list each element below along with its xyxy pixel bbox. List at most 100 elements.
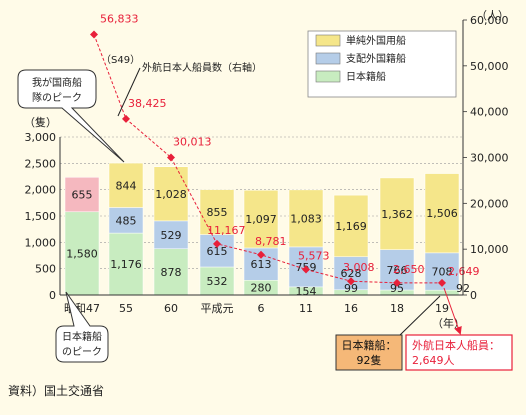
line-point bbox=[90, 30, 98, 39]
peak-fleet-bubble bbox=[17, 69, 125, 163]
ships-box-title: 日本籍船： bbox=[342, 338, 397, 352]
bar-value-label: 1,169 bbox=[335, 220, 367, 233]
line-first-sublabel: （S49） bbox=[101, 54, 140, 66]
line-point bbox=[213, 239, 221, 248]
line-point bbox=[438, 278, 446, 287]
line-value-label: 30,013 bbox=[173, 135, 212, 148]
right-tick-label: 60,000 bbox=[470, 14, 509, 27]
peak-japanese-bubble bbox=[55, 291, 109, 363]
left-tick-label: 1,000 bbox=[25, 236, 57, 249]
left-tick-label: 500 bbox=[35, 263, 56, 276]
line-point bbox=[347, 277, 355, 286]
line-value-label: 11,167 bbox=[207, 224, 246, 237]
bar-segment bbox=[108, 162, 144, 208]
right-tick-label: 0 bbox=[470, 289, 477, 302]
crew-box-title: 外航日本人船員： bbox=[412, 338, 500, 352]
bar-segment bbox=[153, 220, 189, 250]
callout-layer: 外航日本人船員数（右軸）我が国商船隊のピーク日本籍船のピーク日本籍船：92隻外航… bbox=[8, 61, 513, 398]
bar-value-label: 655 bbox=[72, 189, 93, 202]
right-tick-label: 50,000 bbox=[470, 60, 509, 73]
bar-segment bbox=[379, 177, 415, 250]
bar-value-label: 1,580 bbox=[66, 247, 98, 260]
line-value-label: 2,649 bbox=[448, 265, 480, 278]
right-tick-label: 20,000 bbox=[470, 197, 509, 210]
x-tick-label: 平成元 bbox=[201, 302, 234, 315]
line-point bbox=[122, 114, 130, 123]
x-tick-label: 19 bbox=[435, 302, 449, 315]
bar-value-label: 708 bbox=[432, 266, 453, 279]
x-tick-label: 18 bbox=[390, 302, 404, 315]
bar-value-label: 844 bbox=[116, 179, 137, 192]
bar-value-label: 766 bbox=[387, 264, 408, 277]
legend-swatch bbox=[315, 34, 341, 47]
crew-box bbox=[405, 334, 513, 371]
bar-value-label: 95 bbox=[390, 282, 404, 295]
right-tick-label: 10,000 bbox=[470, 243, 509, 256]
legend-swatch bbox=[315, 52, 341, 65]
crew-box-pointer bbox=[443, 287, 462, 335]
line-value-label: 5,573 bbox=[298, 249, 330, 262]
line-value-label: 38,425 bbox=[128, 97, 167, 110]
bar-value-label: 1,176 bbox=[110, 258, 142, 271]
x-tick-label: 60 bbox=[164, 302, 178, 315]
legend-swatch bbox=[315, 70, 341, 83]
line-value-label: 2,650 bbox=[393, 263, 425, 276]
x-tick-label: 55 bbox=[119, 302, 133, 315]
x-tick-label: 16 bbox=[344, 302, 358, 315]
bar-value-label: 280 bbox=[251, 282, 272, 295]
bar-segment bbox=[153, 166, 189, 222]
line-series-pointer bbox=[117, 67, 141, 117]
left-tick-label: 1,500 bbox=[25, 210, 57, 223]
bar-value-label: 1,506 bbox=[426, 207, 458, 220]
bar-value-label: 855 bbox=[207, 206, 228, 219]
bar-value-label: 1,028 bbox=[155, 188, 187, 201]
bar-value-label: 99 bbox=[344, 282, 358, 295]
x-tick-label: 11 bbox=[299, 302, 313, 315]
bar-value-label: 529 bbox=[161, 229, 182, 242]
peak-fleet-text-1: 我が国商船 bbox=[32, 76, 82, 89]
line-value-label: 3,008 bbox=[343, 261, 375, 274]
bar-value-label: 485 bbox=[116, 214, 137, 227]
source-note: 資料）国土交通省 bbox=[8, 383, 104, 398]
bar-segment bbox=[424, 289, 460, 296]
bars-layer: 1,580 655 1,176 485 844 878 529 1,028 532 615 855 2… bbox=[64, 162, 470, 298]
bar-segment bbox=[153, 248, 189, 296]
legend-label: 単純外国用船 bbox=[346, 34, 406, 47]
left-tick-label: 2,000 bbox=[25, 184, 57, 197]
ships-box-value: 92隻 bbox=[357, 353, 382, 367]
peak-japanese-text-1: 日本籍船 bbox=[62, 330, 102, 343]
line-value-label: 8,781 bbox=[255, 235, 287, 248]
bar-value-label: 613 bbox=[251, 258, 272, 271]
left-axis-unit: （隻） bbox=[24, 115, 57, 129]
left-tick-label: 3,000 bbox=[25, 131, 57, 144]
right-axis-unit: （人） bbox=[476, 9, 509, 22]
bar-segment bbox=[199, 189, 235, 235]
legend-label: 日本籍船 bbox=[346, 70, 386, 83]
x-axis-unit: （年） bbox=[432, 316, 465, 330]
bar-segment bbox=[64, 211, 100, 296]
line-point bbox=[302, 265, 310, 274]
line-value-label: 56,833 bbox=[100, 13, 139, 26]
bar-value-label: 1,097 bbox=[245, 213, 277, 226]
bar-segment bbox=[333, 194, 369, 257]
ships-box-pointer bbox=[399, 295, 441, 336]
crew-box-value: 2,649人 bbox=[412, 354, 455, 367]
bar-value-label: 1,083 bbox=[290, 212, 322, 225]
bar-value-label: 1,362 bbox=[381, 208, 413, 221]
bar-segment bbox=[288, 189, 324, 248]
legend-label: 支配外国籍船 bbox=[346, 52, 406, 65]
bar-segment bbox=[108, 232, 144, 296]
line-point bbox=[257, 250, 265, 259]
line-series-layer: 56,833 38,425 30,013 11,167 8,781 5,573 3,008 2… bbox=[90, 13, 480, 287]
left-tick-label: 2,500 bbox=[25, 157, 57, 170]
right-tick-label: 30,000 bbox=[470, 152, 509, 165]
bar-value-label: 878 bbox=[161, 266, 182, 279]
bar-segment bbox=[64, 177, 100, 213]
ships-box bbox=[335, 334, 403, 371]
bar-value-label: 532 bbox=[207, 275, 228, 288]
peak-japanese-text-2: のピーク bbox=[62, 346, 102, 358]
x-tick-label: 6 bbox=[258, 302, 265, 315]
line-point bbox=[167, 153, 175, 162]
